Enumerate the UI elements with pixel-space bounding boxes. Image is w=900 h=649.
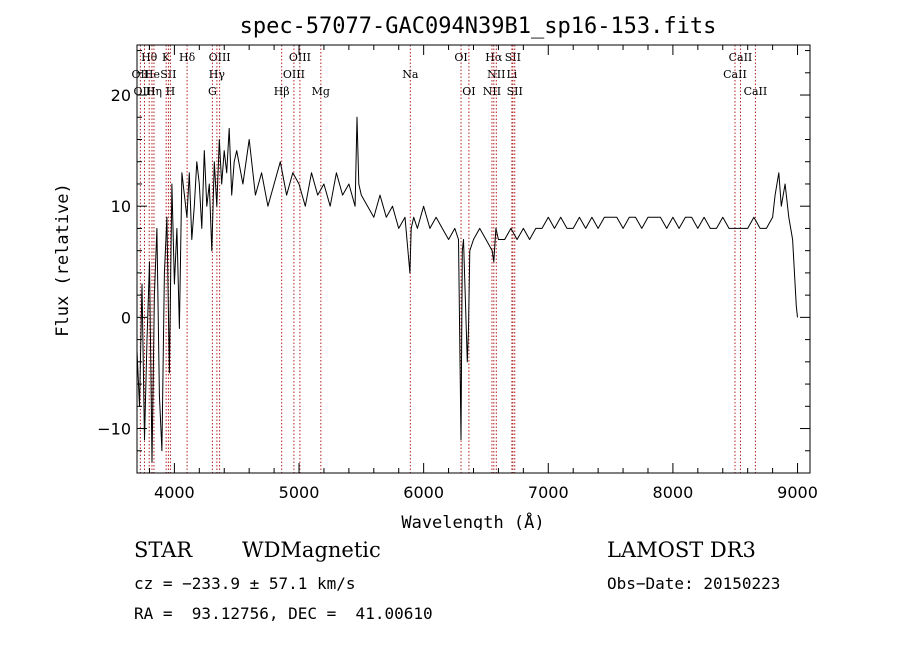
y-tick-label-0: −10	[97, 420, 131, 439]
object-class: STAR	[134, 538, 193, 562]
line-mark-label-27: CaII	[744, 85, 768, 98]
line-mark-label-24: SII	[507, 85, 523, 98]
x-tick-label-1: 5000	[279, 483, 320, 502]
y-ticks: −10 0 10 20	[97, 50, 810, 452]
line-mark-label-9: OIII	[209, 51, 231, 64]
spectrum-group	[136, 116, 798, 463]
redshift-cz: cz = −233.9 ± 57.1 km/s	[134, 574, 356, 593]
line-mark-label-16: Na	[402, 68, 419, 81]
line-mark-label-7: H	[166, 85, 176, 98]
line-mark-label-15: Mg	[312, 85, 330, 98]
line-mark-label-11: G	[208, 85, 217, 98]
line-mark-label-13: OIII	[289, 51, 311, 64]
chart-title: spec-57077-GAC094N39B1_sp16-153.fits	[240, 14, 717, 39]
line-mark-label-3: He	[144, 68, 160, 81]
x-axis-label: Wavelength (Å)	[401, 511, 544, 530]
x-tick-label-4: 8000	[653, 483, 694, 502]
line-mark-label-4: Hη	[146, 85, 162, 98]
object-subclass: WDMagnetic	[242, 538, 381, 562]
line-mark-label-5: K	[162, 51, 171, 64]
x-tick-label-0: 4000	[154, 483, 195, 502]
ra-dec: RA = 93.12756, DEC = 41.00610	[134, 604, 433, 623]
line-mark-label-20: SII	[505, 51, 521, 64]
line-mark-label-22: Li	[506, 68, 517, 81]
line-mark-label-17: OI	[454, 51, 467, 64]
line-mark-label-18: OI	[462, 85, 475, 98]
y-tick-label-1: 0	[121, 308, 131, 327]
line-mark-label-23: NII	[483, 85, 501, 98]
survey-name: LAMOST DR3	[607, 538, 756, 562]
x-tick-label-2: 6000	[403, 483, 444, 502]
y-axis-label: Flux (relative)	[53, 183, 73, 337]
x-ticks: 4000 5000 6000 7000 8000 9000	[148, 45, 818, 502]
x-tick-label-5: 9000	[777, 483, 818, 502]
line-mark-label-12: Hβ	[274, 85, 290, 98]
line-mark-label-25: CaII	[729, 51, 753, 64]
y-tick-label-2: 10	[111, 197, 131, 216]
line-mark-label-26: CaII	[723, 68, 747, 81]
line-mark-label-21: NII	[487, 68, 505, 81]
line-mark-label-14: OIII	[283, 68, 305, 81]
line-mark-label-6: SII	[160, 68, 176, 81]
y-tick-label-3: 20	[111, 86, 131, 105]
observation-date: Obs−Date: 20150223	[607, 574, 781, 593]
spectrum-chart: spec-57077-GAC094N39B1_sp16-153.fits Hθ O…	[53, 14, 818, 530]
spectrum-line	[136, 116, 798, 463]
line-mark-label-19: Hα	[485, 51, 503, 64]
line-mark-label-10: Hγ	[209, 68, 226, 81]
line-mark-label-0: Hθ	[141, 51, 158, 64]
plot-frame	[136, 44, 811, 474]
line-mark-label-8: Hδ	[179, 51, 196, 64]
x-tick-label-3: 7000	[528, 483, 569, 502]
